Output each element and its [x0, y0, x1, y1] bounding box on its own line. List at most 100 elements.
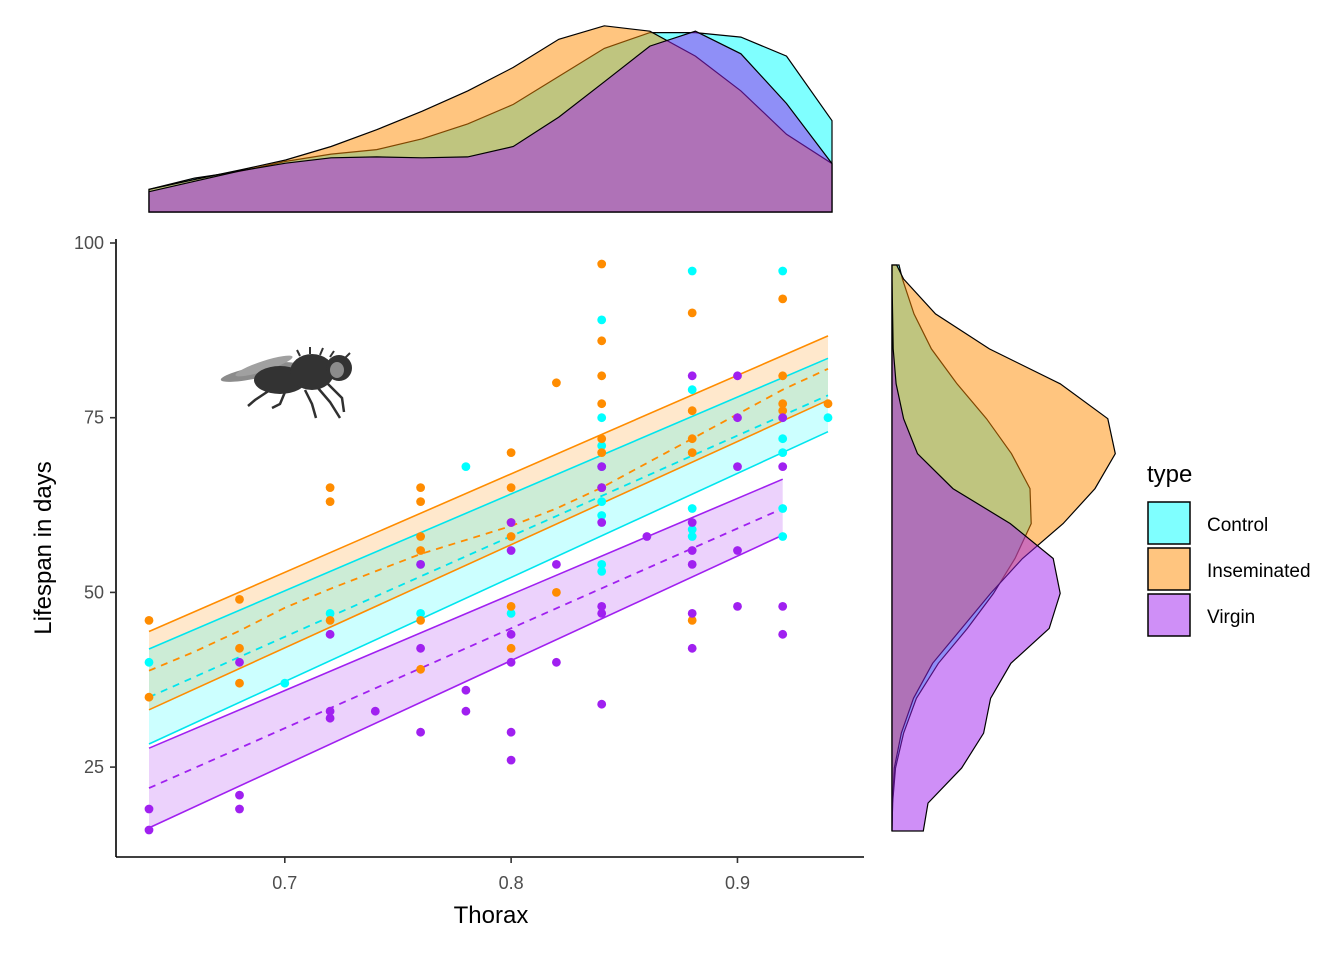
legend-label: Control — [1207, 515, 1268, 536]
point-inseminated — [416, 616, 425, 625]
point-virgin — [597, 518, 607, 527]
point-virgin — [235, 804, 244, 814]
point-control — [778, 504, 788, 513]
y-tick-label: 25 — [84, 757, 104, 777]
ci-lower-line-control — [148, 430, 829, 745]
confidence-ribbons — [149, 335, 828, 828]
legend-swatch — [1147, 593, 1191, 637]
point-virgin — [597, 602, 607, 611]
point-control — [597, 441, 607, 451]
point-virgin — [416, 560, 425, 569]
ci-upper-line-inseminated — [148, 335, 829, 633]
point-inseminated — [552, 588, 561, 597]
point-virgin — [687, 371, 697, 381]
point-inseminated — [778, 294, 788, 304]
point-inseminated — [597, 371, 607, 381]
point-control — [597, 315, 607, 325]
point-control — [687, 532, 697, 541]
point-virgin — [778, 462, 788, 471]
point-control — [597, 511, 607, 520]
point-inseminated — [778, 399, 788, 409]
point-control — [597, 497, 607, 506]
point-inseminated — [687, 616, 697, 625]
legend-item-inseminated: Inseminated — [1147, 547, 1311, 591]
point-virgin — [461, 685, 471, 695]
legend-label: Inseminated — [1207, 561, 1311, 582]
point-virgin — [687, 609, 697, 618]
point-control — [144, 657, 154, 667]
axes: 0.7 0.8 0.9 25 50 75 100 Thorax Lifespan in d… — [30, 233, 864, 929]
ci-upper-line-virgin — [148, 478, 784, 749]
point-virgin — [597, 699, 607, 709]
ci-ribbon-inseminated — [149, 335, 828, 710]
fit-line-virgin — [148, 507, 784, 789]
point-inseminated — [552, 378, 561, 388]
point-control — [778, 532, 788, 541]
point-inseminated — [506, 602, 516, 611]
point-inseminated — [506, 448, 516, 457]
point-virgin — [552, 560, 561, 569]
point-inseminated — [687, 406, 697, 416]
point-virgin — [552, 657, 561, 667]
fly-icon — [220, 347, 352, 419]
point-control — [597, 560, 607, 569]
point-control — [325, 609, 335, 618]
point-virgin — [325, 706, 335, 716]
point-inseminated — [325, 616, 335, 625]
point-virgin — [325, 629, 335, 639]
point-virgin — [506, 727, 516, 737]
fit-line-inseminated — [148, 367, 829, 672]
fly-thorax-icon — [290, 354, 334, 390]
point-virgin — [778, 413, 788, 423]
point-inseminated — [597, 448, 607, 457]
x-tick-label: 0.9 — [725, 873, 750, 893]
point-virgin — [506, 629, 516, 639]
point-control — [280, 678, 290, 688]
point-virgin — [733, 462, 742, 471]
point-virgin — [506, 546, 516, 555]
point-inseminated — [597, 434, 607, 444]
point-inseminated — [416, 497, 425, 506]
point-control — [506, 609, 516, 618]
point-inseminated — [416, 546, 425, 555]
point-inseminated — [687, 308, 697, 318]
point-inseminated — [506, 643, 516, 653]
point-virgin — [416, 643, 425, 653]
x-tick-label: 0.7 — [272, 873, 297, 893]
fly-legs-icon — [247, 383, 346, 419]
point-virgin — [416, 727, 425, 737]
point-control — [597, 567, 607, 576]
point-virgin — [235, 657, 244, 667]
fit-line-control — [148, 394, 829, 699]
point-inseminated — [235, 678, 244, 688]
point-virgin — [461, 706, 471, 716]
point-inseminated — [416, 532, 425, 541]
point-virgin — [687, 560, 697, 569]
legend-swatch — [1147, 547, 1191, 591]
fly-eye-icon — [330, 362, 344, 378]
legend-item-control: Control — [1147, 501, 1268, 545]
legend-items: Control Inseminated Virgin — [1147, 501, 1311, 637]
point-inseminated — [325, 483, 335, 492]
ci-lower-line-virgin — [148, 534, 784, 829]
point-inseminated — [144, 616, 154, 625]
right-density-virgin — [891, 265, 1061, 832]
point-control — [461, 462, 471, 471]
y-ticks: 25 50 75 100 — [74, 233, 116, 777]
main-scatter-panel — [144, 259, 833, 835]
point-virgin — [687, 643, 697, 653]
point-virgin — [235, 790, 244, 800]
point-inseminated — [778, 406, 788, 416]
point-control — [687, 385, 697, 395]
y-tick-label: 50 — [84, 582, 104, 602]
point-control — [687, 504, 697, 513]
point-virgin — [642, 532, 652, 541]
fly-wing-icon — [235, 355, 293, 377]
point-inseminated — [597, 259, 607, 269]
ci-ribbon-control — [149, 358, 828, 744]
point-virgin — [733, 371, 742, 381]
point-inseminated — [416, 664, 425, 674]
point-virgin — [778, 602, 788, 611]
point-virgin — [597, 483, 607, 492]
